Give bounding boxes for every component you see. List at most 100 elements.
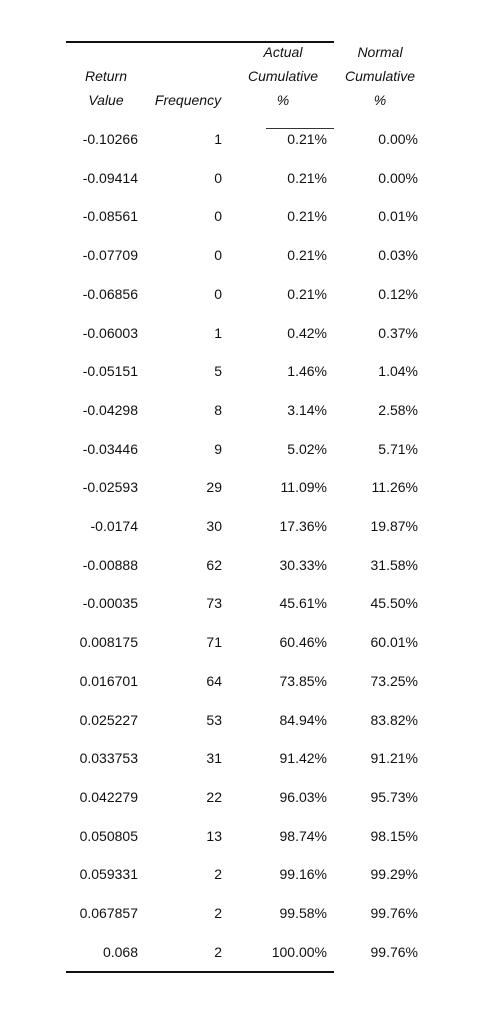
normal-cumulative-cell: 0.00% (378, 169, 418, 186)
frequency-cell: 0 (214, 208, 222, 225)
table-row: -0.0174 30 17.36% 19.87% (0, 516, 486, 554)
header-line: Cumulative (247, 68, 319, 84)
actual-cumulative-cell: 0.42% (287, 324, 327, 341)
normal-cumulative-cell: 19.87% (370, 518, 418, 534)
frequency-cell: 2 (214, 866, 222, 883)
return-value-cell: -0.09414 (82, 169, 138, 186)
normal-cumulative-cell: 31.58% (370, 556, 418, 573)
header-line: Frequency (154, 92, 222, 108)
header-line: Value (88, 92, 124, 108)
table-row: -0.02593 29 11.09% 11.26% (0, 477, 486, 515)
header-line: % (276, 92, 290, 108)
normal-cumulative-cell: 91.21% (370, 750, 418, 767)
table-row: -0.04298 8 3.14% 2.58% (0, 400, 486, 438)
header-line: Actual (263, 44, 303, 60)
return-value-cell: -0.06003 (82, 324, 138, 341)
return-value-cell: 0.008175 (79, 634, 138, 651)
return-value-cell: -0.05151 (82, 363, 138, 380)
frequency-cell: 1 (214, 324, 222, 341)
actual-cumulative-cell: 0.21% (287, 247, 327, 264)
normal-cumulative-cell: 2.58% (378, 401, 418, 418)
return-value-cell: 0.016701 (79, 672, 138, 689)
actual-cumulative-cell: 60.46% (279, 634, 327, 651)
normal-cumulative-cell: 98.15% (370, 827, 418, 844)
frequency-cell: 0 (214, 285, 222, 302)
normal-cumulative-cell: 0.03% (378, 247, 418, 264)
header-normal-cumulative: Normal Cumulative % (336, 40, 424, 112)
frequency-cell: 1 (214, 131, 222, 147)
header-underline (266, 128, 334, 129)
normal-cumulative-cell: 60.01% (370, 634, 418, 651)
frequency-cell: 0 (214, 169, 222, 186)
table-row: -0.00035 73 45.61% 45.50% (0, 593, 486, 631)
frequency-cell: 2 (214, 905, 222, 921)
frequency-cell: 53 (206, 711, 222, 728)
frequency-cell: 9 (214, 440, 222, 457)
table-row: -0.00888 62 30.33% 31.58% (0, 555, 486, 593)
actual-cumulative-cell: 84.94% (279, 711, 327, 728)
table-row: 0.068 2 100.00% 99.76% (0, 942, 486, 980)
frequency-cell: 8 (214, 401, 222, 418)
return-value-cell: 0.067857 (79, 905, 138, 921)
normal-cumulative-cell: 99.76% (370, 905, 418, 921)
return-value-cell: -0.07709 (82, 247, 138, 264)
table-bottom-rule (66, 971, 334, 973)
actual-cumulative-cell: 3.14% (287, 401, 327, 418)
frequency-cell: 31 (206, 750, 222, 767)
header-line: Normal (357, 44, 403, 60)
table-row: -0.08561 0 0.21% 0.01% (0, 206, 486, 244)
actual-cumulative-cell: 30.33% (279, 556, 327, 573)
actual-cumulative-cell: 99.16% (279, 866, 327, 883)
frequency-cell: 73 (206, 595, 222, 612)
table-row: -0.05151 5 1.46% 1.04% (0, 361, 486, 399)
actual-cumulative-cell: 1.46% (287, 363, 327, 380)
return-value-cell: -0.00888 (82, 556, 138, 573)
header-return-value: Return Value (66, 64, 146, 112)
table-row: -0.03446 9 5.02% 5.71% (0, 439, 486, 477)
actual-cumulative-cell: 91.42% (279, 750, 327, 767)
actual-cumulative-cell: 0.21% (287, 208, 327, 225)
actual-cumulative-cell: 73.85% (279, 672, 327, 689)
actual-cumulative-cell: 0.21% (287, 169, 327, 186)
normal-cumulative-cell: 1.04% (378, 363, 418, 380)
table-row: -0.10266 1 0.21% 0.00% (0, 129, 486, 167)
table-top-rule (66, 41, 334, 43)
frequency-cell: 22 (206, 788, 222, 805)
frequency-cell: 0 (214, 247, 222, 264)
table-row: 0.067857 2 99.58% 99.76% (0, 903, 486, 941)
actual-cumulative-cell: 45.61% (279, 595, 327, 612)
frequency-cell: 30 (206, 518, 222, 534)
table-row: -0.06856 0 0.21% 0.12% (0, 284, 486, 322)
return-value-cell: -0.03446 (82, 440, 138, 457)
actual-cumulative-cell: 98.74% (279, 827, 327, 844)
normal-cumulative-cell: 11.26% (371, 479, 418, 496)
return-value-cell: -0.00035 (82, 595, 138, 612)
frequency-cell: 71 (206, 634, 222, 651)
header-actual-cumulative: Actual Cumulative % (240, 40, 326, 112)
frequency-cell: 13 (206, 827, 222, 844)
normal-cumulative-cell: 83.82% (370, 711, 418, 728)
return-value-cell: 0.068 (102, 943, 138, 960)
return-value-cell: -0.0174 (90, 518, 138, 534)
table-row: 0.050805 13 98.74% 98.15% (0, 826, 486, 864)
actual-cumulative-cell: 17.36% (279, 518, 327, 534)
table-row: -0.07709 0 0.21% 0.03% (0, 245, 486, 283)
normal-cumulative-cell: 0.00% (378, 131, 418, 147)
frequency-cell: 5 (214, 363, 222, 380)
return-value-cell: 0.025227 (79, 711, 138, 728)
table-row: 0.042279 22 96.03% 95.73% (0, 787, 486, 825)
frequency-cell: 64 (206, 672, 222, 689)
normal-cumulative-cell: 0.12% (378, 285, 418, 302)
table-row: 0.025227 53 84.94% 83.82% (0, 710, 486, 748)
table-row: 0.008175 71 60.46% 60.01% (0, 632, 486, 670)
table-row: 0.016701 64 73.85% 73.25% (0, 671, 486, 709)
return-value-cell: -0.10266 (82, 131, 138, 147)
header-line: % (373, 92, 387, 108)
header-line: Return (84, 68, 128, 84)
table-row: -0.09414 0 0.21% 0.00% (0, 168, 486, 206)
actual-cumulative-cell: 5.02% (287, 440, 327, 457)
frequency-cell: 29 (206, 479, 222, 496)
return-value-cell: 0.050805 (79, 827, 138, 844)
normal-cumulative-cell: 0.01% (378, 208, 418, 225)
return-value-cell: 0.042279 (79, 788, 138, 805)
